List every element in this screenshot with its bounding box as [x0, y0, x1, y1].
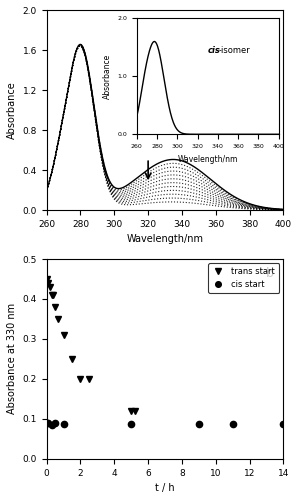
X-axis label: Wavelength/nm: Wavelength/nm — [126, 234, 204, 244]
Y-axis label: Absorbance at 330 nm: Absorbance at 330 nm — [7, 304, 17, 414]
cis start — [62, 420, 65, 426]
cis start — [282, 420, 285, 426]
cis start — [45, 420, 48, 426]
cis start — [53, 420, 57, 426]
Line: cis start: cis start — [43, 420, 287, 428]
Text: b: b — [266, 267, 274, 280]
trans start — [79, 376, 82, 382]
cis start — [197, 420, 201, 426]
cis start — [50, 422, 54, 428]
trans start — [48, 284, 52, 290]
trans start — [51, 292, 55, 298]
trans start — [133, 408, 136, 414]
Text: a: a — [266, 18, 274, 32]
cis start — [231, 420, 234, 426]
cis start — [129, 420, 133, 426]
cis start — [47, 420, 50, 426]
X-axis label: t / h: t / h — [155, 483, 175, 493]
trans start — [129, 408, 133, 414]
trans start — [57, 316, 60, 322]
trans start — [50, 292, 54, 298]
Y-axis label: Absorbance: Absorbance — [7, 82, 17, 139]
Legend: trans start, cis start: trans start, cis start — [208, 263, 279, 293]
trans start — [87, 376, 91, 382]
trans start — [53, 304, 57, 310]
trans start — [70, 356, 74, 362]
Line: trans start: trans start — [43, 276, 138, 414]
trans start — [62, 332, 65, 338]
trans start — [45, 276, 48, 282]
trans start — [47, 280, 50, 286]
